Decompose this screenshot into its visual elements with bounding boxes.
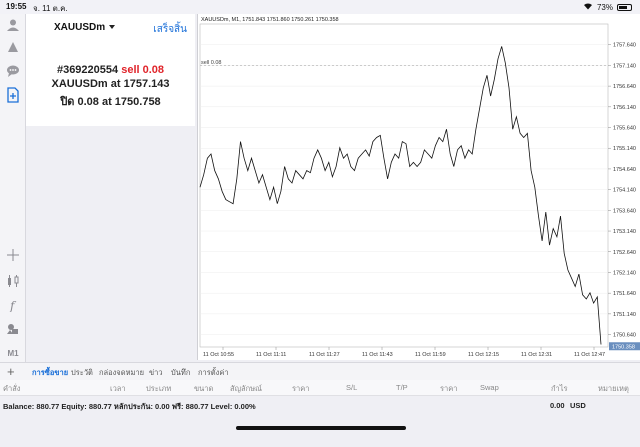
col-price: ราคา (292, 384, 310, 393)
col-profit: กำไร (551, 384, 568, 393)
y-tick-label: 1754.140 (613, 188, 636, 194)
tab-settings[interactable]: การตั้งค่า (198, 368, 229, 377)
candles-icon[interactable] (4, 272, 22, 290)
timeframe-button[interactable]: M1 (7, 348, 19, 358)
x-tick-label: 11 Oct 12:15 (468, 352, 499, 358)
x-tick-label: 11 Oct 11:43 (362, 352, 393, 358)
orders-table-header: คำสั่ง เวลา ประเภท ขนาด สัญลักษณ์ ราคา S… (0, 380, 640, 396)
close-price-line: ปิด 0.08 at 1750.758 (26, 92, 195, 110)
price-series-line (199, 46, 602, 345)
status-date: จ. 11 ต.ค. (33, 4, 68, 13)
open-price-line: XAUUSDm at 1757.143 (51, 78, 170, 90)
y-tick-label: 1756.640 (613, 84, 636, 90)
sell-lots: sell 0.08 (121, 64, 165, 76)
app: f M1 XAUUSDm เสร็จสิ้น #369220554 sell 0… (0, 14, 640, 447)
close-price: 1750.758 (114, 96, 161, 108)
svg-text:f: f (9, 299, 17, 312)
col-comment: หมายเหตุ (598, 384, 629, 393)
current-price-label: 1750.358 (612, 344, 635, 350)
chart-header: XAUUSDm, M1, 1751.843 1751.860 1750.261 … (201, 17, 339, 23)
y-tick-label: 1751.140 (613, 312, 636, 318)
y-tick-label: 1751.640 (613, 291, 636, 297)
col-symbol: สัญลักษณ์ (230, 384, 263, 393)
battery-icon (617, 3, 632, 11)
x-tick-label: 11 Oct 11:59 (415, 352, 446, 358)
sell-line-label: sell 0.08 (201, 60, 222, 66)
col-time: เวลา (110, 384, 126, 393)
close-prefix: ปิด 0.08 at (60, 96, 115, 108)
left-toolbar: f M1 (0, 14, 26, 362)
home-indicator (236, 426, 406, 430)
y-tick-label: 1755.640 (613, 126, 636, 132)
add-icon[interactable]: + (7, 364, 15, 379)
trade-detail-panel: XAUUSDm เสร็จสิ้น #369220554 sell 0.08 X… (26, 14, 195, 126)
x-tick-label: 11 Oct 12:47 (574, 352, 605, 358)
col-sl: S/L (346, 383, 358, 392)
col-tp: T/P (396, 383, 408, 392)
x-tick-label: 11 Oct 12:31 (521, 352, 552, 358)
crosshair-icon[interactable] (4, 246, 22, 264)
x-tick-label: 11 Oct 11:27 (309, 352, 340, 358)
x-tick-label: 11 Oct 11:11 (256, 352, 286, 358)
current-price-marker (609, 342, 640, 351)
col-order: คำสั่ง (3, 384, 21, 393)
balance-row: Balance: 880.77 Equity: 880.77 หลักประกั… (0, 397, 640, 415)
total-profit: 0.00 (550, 401, 565, 410)
chart-svg: XAUUSDm, M1, 1751.843 1751.860 1750.261 … (199, 17, 640, 358)
tab-history[interactable]: ประวัติ (71, 368, 93, 377)
objects-icon[interactable] (4, 320, 22, 338)
symbol-label: XAUUSDm (54, 22, 106, 33)
status-time: 19:55 (6, 2, 27, 11)
y-tick-label: 1754.640 (613, 167, 636, 173)
col-volume: ขนาด (194, 384, 214, 393)
plot-frame (199, 23, 609, 348)
y-axis: 1757.640 1757.140 1756.640 1756.140 1755.640… (608, 43, 636, 339)
chart-grid (199, 23, 609, 348)
y-tick-label: 1757.640 (613, 43, 636, 49)
col-type: ประเภท (146, 384, 172, 393)
symbol-selector[interactable]: XAUUSDm (54, 22, 116, 33)
account-currency: USD (570, 401, 586, 410)
y-tick-label: 1752.140 (613, 270, 636, 276)
x-tick-label: 11 Oct 10:55 (203, 352, 234, 358)
bottom-tabs: + การซื้อขาย ประวัติ กล่องจดหมาย ข่าว บั… (0, 362, 640, 382)
wifi-icon (583, 2, 593, 12)
ticket-line: #369220554 sell 0.08 (26, 64, 195, 76)
y-tick-label: 1755.140 (613, 146, 636, 152)
y-tick-label: 1753.640 (613, 208, 636, 214)
y-tick-label: 1752.640 (613, 250, 636, 256)
y-tick-label: 1756.140 (613, 105, 636, 111)
balance-summary: Balance: 880.77 Equity: 880.77 หลักประกั… (3, 402, 256, 411)
battery-percent: 73% (596, 2, 613, 12)
y-tick-label: 1753.140 (613, 229, 636, 235)
detail-header: XAUUSDm เสร็จสิ้น (26, 14, 195, 40)
new-order-icon[interactable] (4, 86, 22, 104)
ticket-number: #369220554 (56, 64, 119, 76)
y-tick-label: 1757.140 (613, 63, 636, 69)
col-current-price: ราคา (440, 384, 458, 393)
tab-mailbox[interactable]: กล่องจดหมาย (99, 368, 145, 377)
chevron-down-icon (109, 22, 116, 33)
tab-news[interactable]: ข่าว (149, 368, 163, 377)
signal-icon[interactable] (4, 38, 22, 56)
price-chart[interactable]: XAUUSDm, M1, 1751.843 1751.860 1750.261 … (197, 14, 640, 360)
function-icon[interactable]: f (4, 296, 22, 314)
status-right: 73% (583, 2, 632, 12)
done-button[interactable]: เสร็จสิ้น (153, 24, 187, 35)
x-axis: 11 Oct 10:55 11 Oct 11:11 11 Oct 11:27 11 O… (203, 347, 605, 358)
col-swap: Swap (480, 383, 499, 392)
status-bar: 19:55 จ. 11 ต.ค. 73% (0, 0, 640, 14)
tab-journal[interactable]: บันทึก (171, 368, 191, 377)
y-tick-label: 1750.640 (613, 333, 636, 339)
chat-icon[interactable] (4, 62, 22, 80)
user-icon[interactable] (4, 16, 22, 34)
